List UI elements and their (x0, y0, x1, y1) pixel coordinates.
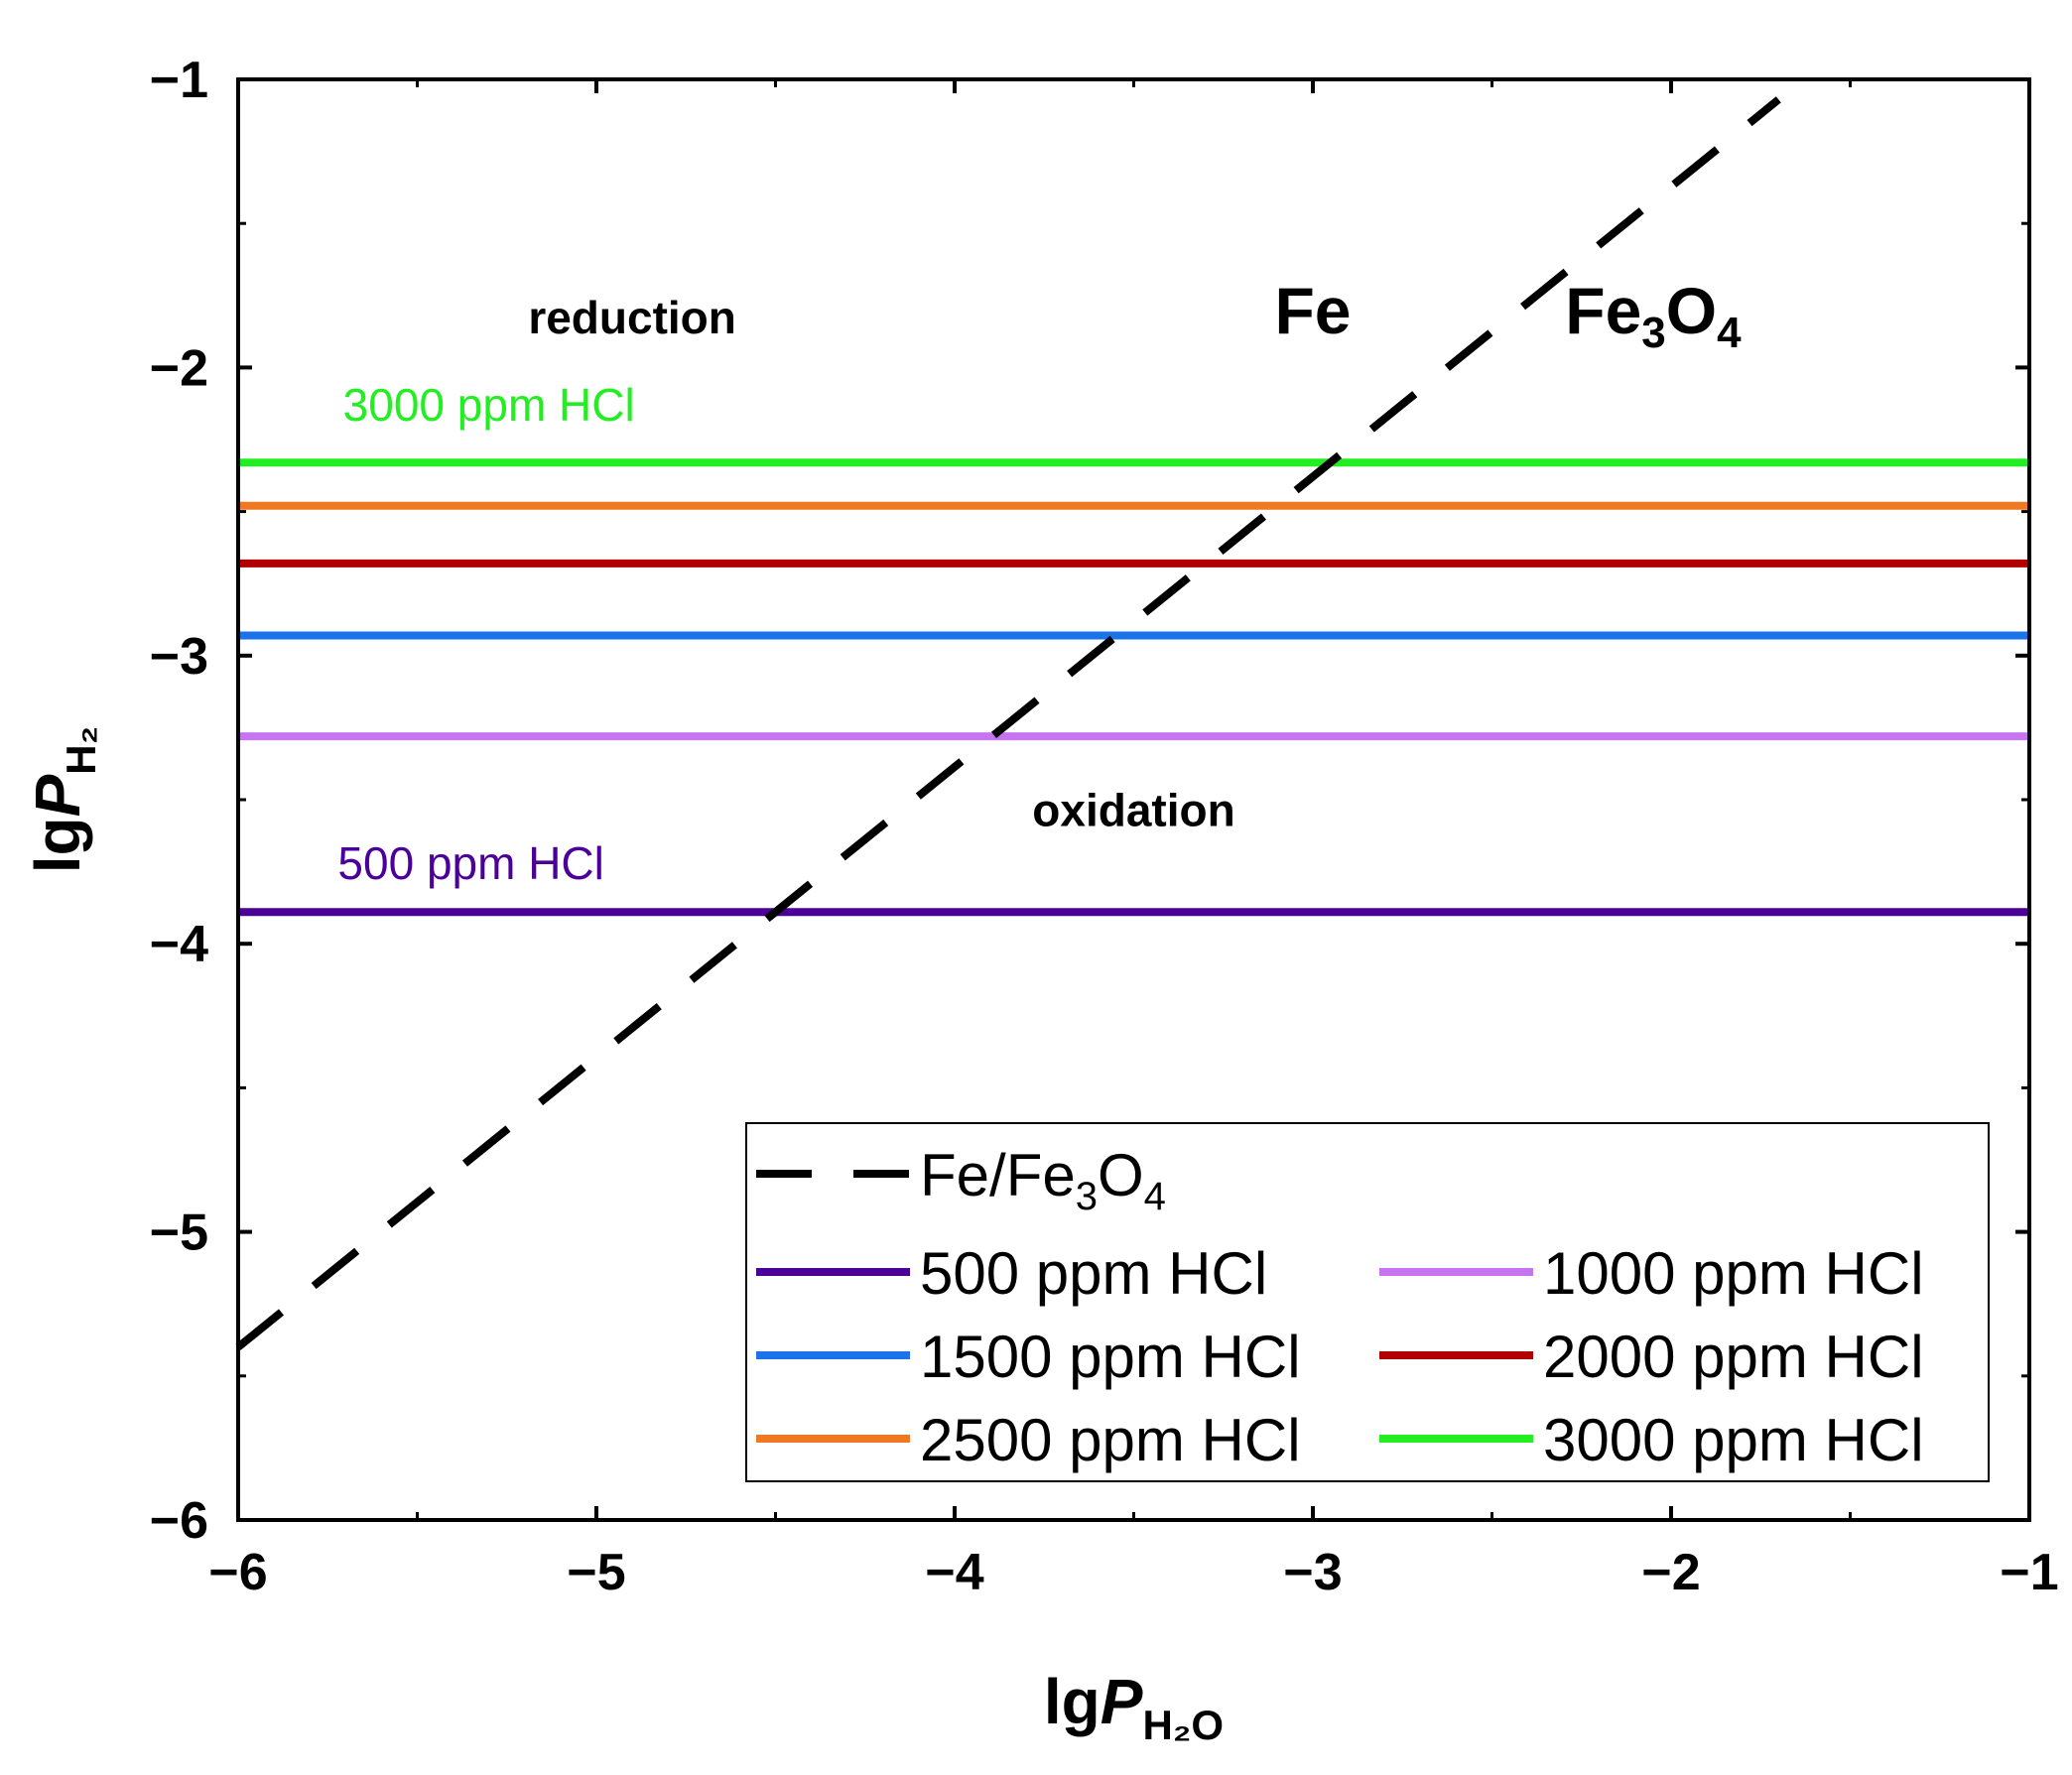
annotation-fe: Fe (1274, 274, 1351, 347)
y-axis-title-main: P (22, 774, 93, 817)
legend-label-1000-ppm-hcl: 1000 ppm HCl (1543, 1240, 1924, 1307)
x-tick-label: −1 (2000, 1544, 2058, 1601)
annotation-oxidation: oxidation (1032, 785, 1234, 836)
annotation-fe3o4-main: Fe (1565, 274, 1641, 347)
legend-label-fe-fe3o4-sub2: 4 (1144, 1175, 1166, 1218)
legend-box (745, 1122, 1990, 1482)
y-tick-label: −2 (150, 339, 208, 397)
line-label-3000-ppm-hcl: 3000 ppm HCl (343, 379, 635, 431)
y-tick-label: −5 (150, 1204, 208, 1262)
legend-label-1500-ppm-hcl: 1500 ppm HCl (920, 1324, 1301, 1390)
x-tick-label: −4 (925, 1544, 983, 1601)
y-tick-label: −6 (150, 1492, 208, 1550)
legend-label-fe-fe3o4-tail: O (1098, 1142, 1144, 1208)
x-axis-title-prefix: lg (1044, 1666, 1101, 1737)
legend-label-fe-fe3o4-main: Fe/Fe (920, 1142, 1076, 1208)
legend-label-fe-fe3o4-sub: 3 (1076, 1175, 1098, 1218)
legend-label-3000-ppm-hcl: 3000 ppm HCl (1543, 1407, 1924, 1473)
legend-label-fe-fe3o4: Fe/Fe3O4 (920, 1142, 1166, 1218)
y-tick-label: −3 (150, 628, 208, 686)
equilibrium-line (235, 96, 1781, 1350)
annotation-fe3o4-sub: 3 (1641, 309, 1665, 357)
y-axis-title-sub: H₂ (58, 726, 104, 775)
x-tick-label: −6 (208, 1544, 267, 1601)
annotation-reduction: reduction (528, 292, 736, 343)
x-axis-title: lgPH₂O (1044, 1666, 1224, 1748)
x-axis-title-sub: H₂O (1142, 1702, 1224, 1748)
y-axis-title: lgPH₂ (22, 726, 104, 874)
legend-label-2500-ppm-hcl: 2500 ppm HCl (920, 1407, 1301, 1473)
x-axis-title-main: P (1101, 1666, 1143, 1737)
x-tick-label: −2 (1641, 1544, 1700, 1601)
legend-label-500-ppm-hcl: 500 ppm HCl (920, 1240, 1267, 1307)
line-label-500-ppm-hcl: 500 ppm HCl (337, 837, 603, 889)
annotation-fe3o4: Fe3O4 (1565, 274, 1742, 357)
legend-label-2000-ppm-hcl: 2000 ppm HCl (1543, 1324, 1924, 1390)
plot-lines (235, 96, 2029, 1350)
x-tick-label: −3 (1283, 1544, 1342, 1601)
y-tick-label: −1 (150, 52, 208, 109)
y-tick-label: −4 (150, 916, 208, 973)
x-tick-label: −5 (567, 1544, 625, 1601)
y-axis-title-prefix: lg (22, 817, 93, 873)
annotation-fe3o4-tail: O (1666, 274, 1717, 347)
annotation-fe3o4-sub2: 4 (1717, 309, 1742, 357)
legend: Fe/Fe3O4 500 ppm HCl 1000 ppm HCl 1500 ppm … (745, 1122, 1990, 1482)
axis-ticks: −6 −5 −4 −3 −2 −1 −6 −5 −4 −3 −2 −1 (150, 52, 2059, 1601)
